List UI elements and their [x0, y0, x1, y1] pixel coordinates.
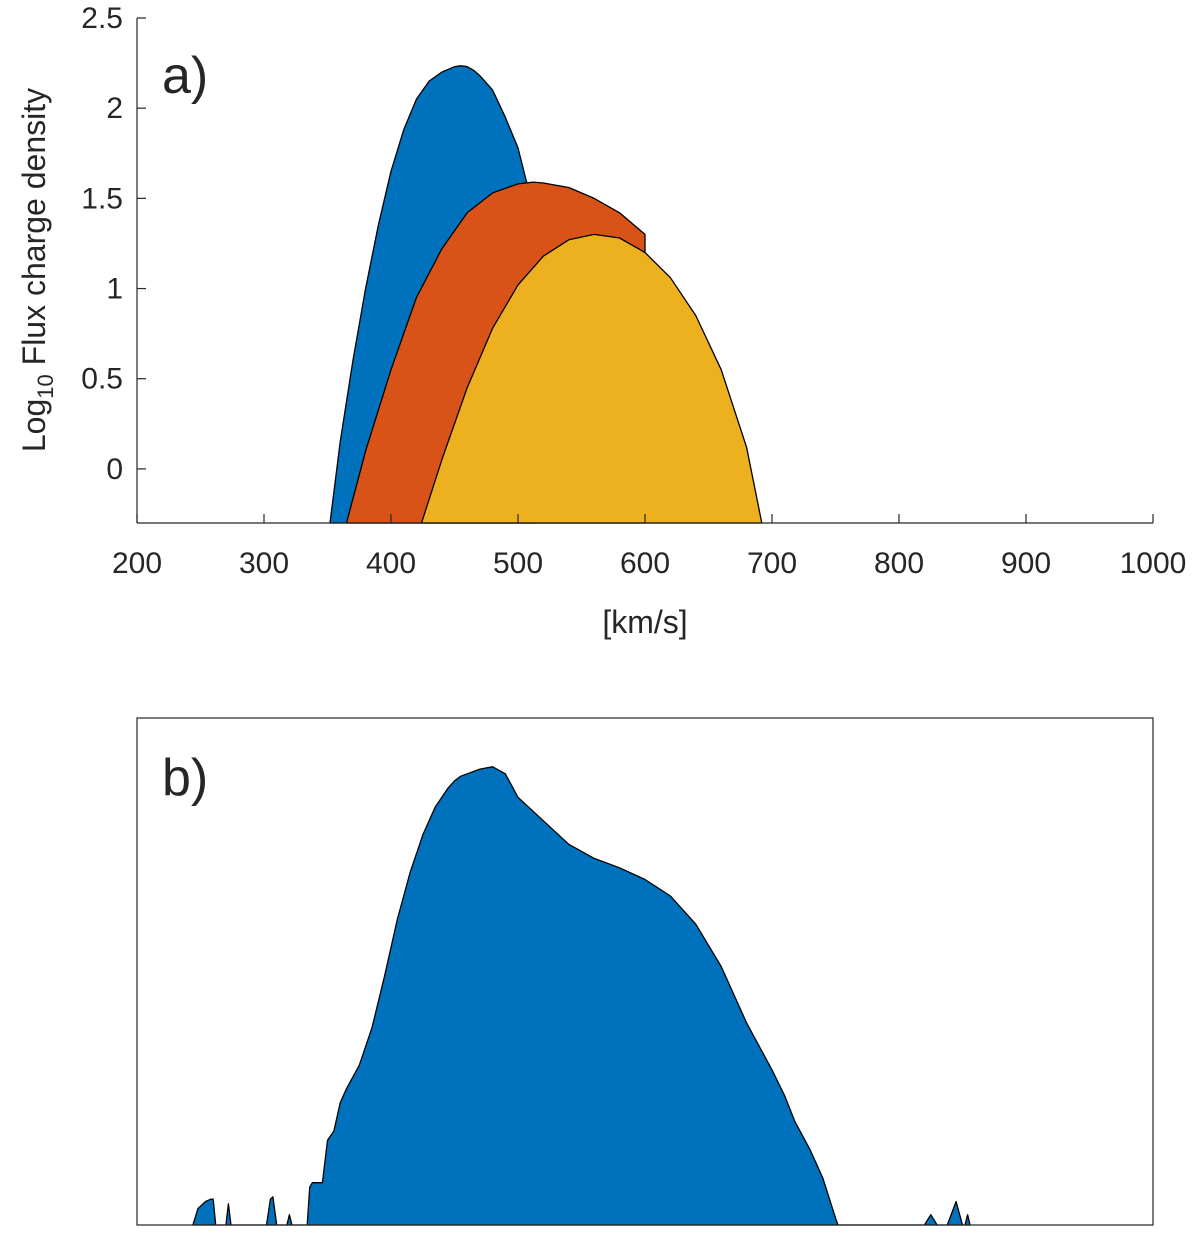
x-tick-label: 800	[874, 547, 924, 580]
y-tick-label: 1.5	[81, 182, 123, 215]
panel-b-area-1	[192, 766, 971, 1226]
x-tick-label: 500	[493, 547, 543, 580]
panel-a-y-ticks: 0 0.5 1 1.5 2 2.5	[81, 2, 146, 486]
panel-a-area-3	[420, 233, 763, 524]
x-tick-label: 700	[747, 547, 797, 580]
panel-b: b)	[136, 717, 1154, 1226]
panel-b-frame	[136, 717, 1154, 1226]
y-tick-label: 0	[106, 453, 123, 486]
x-tick-label: 200	[112, 547, 162, 580]
y-tick-label: 0.5	[81, 363, 123, 396]
panel-b-label: b)	[162, 749, 208, 807]
y-label-subscript: 10	[33, 374, 58, 398]
x-tick-label: 900	[1001, 547, 1051, 580]
y-tick-label: 2.5	[81, 2, 123, 35]
y-tick-label: 2	[106, 92, 123, 125]
y-label-log: Log	[16, 399, 52, 452]
panel-a-x-axis-label: [km/s]	[602, 604, 687, 640]
x-tick-label: 600	[620, 547, 670, 580]
panel-a-label: a)	[162, 47, 208, 105]
panel-a-x-ticks: 200 300 400 500 600 700 800 900 1000	[112, 514, 1186, 580]
x-tick-label: 1000	[1120, 547, 1187, 580]
x-tick-label: 400	[366, 547, 416, 580]
y-label-rest: Flux charge density	[16, 88, 52, 374]
x-tick-label: 300	[239, 547, 289, 580]
panel-a-y-axis-label: Log10 Flux charge density	[16, 88, 58, 452]
y-tick-label: 1	[106, 273, 123, 306]
panel-a: 200 300 400 500 600 700 800 900 1000 0 0.5 1 1.5 2 2.…	[16, 2, 1186, 640]
panel-a-areas	[329, 65, 763, 524]
panel-b-areas	[192, 766, 971, 1226]
